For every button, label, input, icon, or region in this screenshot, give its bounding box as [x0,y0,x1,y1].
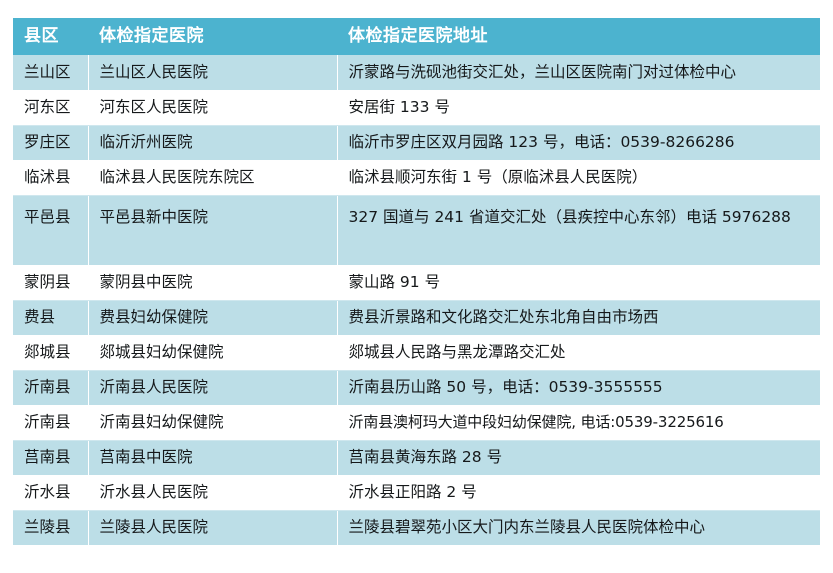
cell-address: 沂蒙路与洗砚池街交汇处，兰山区医院南门对过体检中心 [337,55,820,91]
cell-hospital: 临沂沂州医院 [88,125,338,161]
cell-county: 沂南县 [13,405,89,441]
table-row: 临沭县 临沭县人民医院东院区 临沭县顺河东街 1 号（原临沭县人民医院） [13,160,820,196]
cell-county: 兰山区 [13,55,89,91]
cell-hospital: 兰山区人民医院 [88,55,338,91]
table-row: 费县 费县妇幼保健院 费县沂景路和文化路交汇处东北角自由市场西 [13,300,820,336]
table-header-row: 县区 体检指定医院 体检指定医院地址 [13,18,820,55]
cell-hospital: 沂水县人民医院 [88,475,338,511]
cell-hospital: 兰陵县人民医院 [88,510,338,546]
cell-county: 费县 [13,300,89,336]
cell-hospital: 沂南县妇幼保健院 [88,405,338,441]
cell-county: 临沭县 [13,160,89,196]
cell-address: 郯城县人民路与黑龙潭路交汇处 [337,335,820,371]
cell-hospital: 临沭县人民医院东院区 [88,160,338,196]
cell-address: 蒙山路 91 号 [337,265,820,301]
cell-address: 兰陵县碧翠苑小区大门内东兰陵县人民医院体检中心 [337,510,820,546]
table-row: 沂南县 沂南县妇幼保健院 沂南县澳柯玛大道中段妇幼保健院, 电话:0539-3225… [13,405,820,441]
cell-address: 莒南县黄海东路 28 号 [337,440,820,476]
table-row: 罗庄区 临沂沂州医院 临沂市罗庄区双月园路 123 号，电话：0539-826628… [13,125,820,161]
column-header-county: 县区 [13,18,88,55]
cell-hospital: 平邑县新中医院 [88,195,338,266]
table-row: 莒南县 莒南县中医院 莒南县黄海东路 28 号 [13,440,820,476]
table-row: 兰山区 兰山区人民医院 沂蒙路与洗砚池街交汇处，兰山区医院南门对过体检中心 [13,55,820,91]
cell-address: 安居街 133 号 [337,90,820,126]
cell-address: 沂南县历山路 50 号，电话：0539-3555555 [337,370,820,406]
table-row: 平邑县 平邑县新中医院 327 国道与 241 省道交汇处（县疾控中心东邻）电话 5… [13,195,820,266]
cell-county: 平邑县 [13,195,89,266]
cell-county: 罗庄区 [13,125,89,161]
cell-county: 沂南县 [13,370,89,406]
cell-hospital: 河东区人民医院 [88,90,338,126]
cell-county: 沂水县 [13,475,89,511]
cell-address: 327 国道与 241 省道交汇处（县疾控中心东邻）电话 5976288 [337,195,820,266]
column-header-hospital: 体检指定医院 [88,18,337,55]
cell-address: 临沂市罗庄区双月园路 123 号，电话：0539-8266286 [337,125,820,161]
cell-county: 兰陵县 [13,510,89,546]
cell-hospital: 莒南县中医院 [88,440,338,476]
column-header-address: 体检指定医院地址 [337,18,820,55]
table-row: 沂水县 沂水县人民医院 沂水县正阳路 2 号 [13,475,820,511]
cell-hospital: 郯城县妇幼保健院 [88,335,338,371]
table-row: 沂南县 沂南县人民医院 沂南县历山路 50 号，电话：0539-3555555 [13,370,820,406]
cell-hospital: 沂南县人民医院 [88,370,338,406]
cell-hospital: 蒙阴县中医院 [88,265,338,301]
table-header: 县区 体检指定医院 体检指定医院地址 [13,18,820,55]
table-row: 兰陵县 兰陵县人民医院 兰陵县碧翠苑小区大门内东兰陵县人民医院体检中心 [13,510,820,546]
hospital-table-container: 县区 体检指定医院 体检指定医院地址 兰山区 兰山区人民医院 沂蒙路与洗砚池街交汇处… [13,18,820,546]
cell-county: 蒙阴县 [13,265,89,301]
cell-address: 沂水县正阳路 2 号 [337,475,820,511]
cell-address: 临沭县顺河东街 1 号（原临沭县人民医院） [337,160,820,196]
cell-address: 沂南县澳柯玛大道中段妇幼保健院, 电话:0539-3225616 [337,405,820,441]
hospital-table: 县区 体检指定医院 体检指定医院地址 兰山区 兰山区人民医院 沂蒙路与洗砚池街交汇处… [13,18,820,546]
cell-county: 莒南县 [13,440,89,476]
table-row: 蒙阴县 蒙阴县中医院 蒙山路 91 号 [13,265,820,301]
cell-county: 郯城县 [13,335,89,371]
table-body: 兰山区 兰山区人民医院 沂蒙路与洗砚池街交汇处，兰山区医院南门对过体检中心 河东区 河东… [13,55,820,546]
cell-hospital: 费县妇幼保健院 [88,300,338,336]
table-row: 河东区 河东区人民医院 安居街 133 号 [13,90,820,126]
table-row: 郯城县 郯城县妇幼保健院 郯城县人民路与黑龙潭路交汇处 [13,335,820,371]
cell-address: 费县沂景路和文化路交汇处东北角自由市场西 [337,300,820,336]
cell-county: 河东区 [13,90,89,126]
